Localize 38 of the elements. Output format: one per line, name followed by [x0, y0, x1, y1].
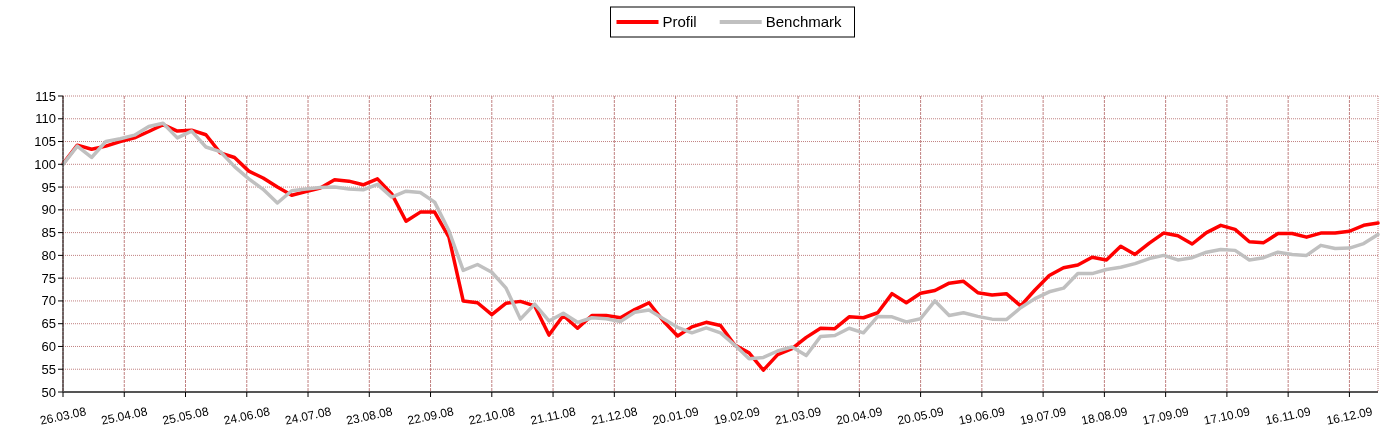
x-tick-label: 16.12.09	[1325, 404, 1375, 428]
y-tick-label: 60	[41, 339, 56, 355]
y-tick-label: 85	[41, 225, 56, 241]
x-tick-label: 20.04.09	[835, 404, 884, 428]
y-tick-label: 95	[41, 179, 56, 195]
y-tick-label: 115	[35, 88, 56, 104]
legend-label: Profil	[662, 13, 697, 31]
x-tick-label: 17.10.09	[1202, 404, 1252, 428]
y-tick-label: 100	[34, 156, 56, 172]
y-tick-label: 55	[41, 361, 56, 377]
x-tick-label: 19.07.09	[1018, 404, 1068, 428]
y-tick-label: 70	[41, 293, 56, 309]
y-tick-label: 80	[41, 247, 56, 263]
x-tick-label: 25.04.08	[99, 404, 149, 428]
y-tick-label: 110	[35, 111, 56, 127]
x-tick-label: 16.11.09	[1264, 404, 1313, 428]
y-tick-label: 90	[41, 202, 56, 218]
x-tick-label: 18.08.09	[1080, 404, 1129, 428]
y-tick-label: 50	[41, 384, 56, 400]
x-tick-label: 23.08.08	[344, 404, 394, 428]
x-tick-label: 21.12.08	[590, 404, 639, 428]
x-tick-label: 19.02.09	[712, 404, 762, 428]
x-tick-label: 21.03.09	[773, 404, 823, 428]
y-tick-label: 105	[34, 134, 56, 150]
x-tick-label: 20.01.09	[651, 404, 701, 428]
x-tick-label: 22.09.08	[406, 404, 456, 428]
x-tick-label: 26.03.08	[38, 404, 88, 428]
legend-label: Benchmark	[765, 13, 843, 31]
x-tick-label: 25.05.08	[161, 404, 211, 428]
x-tick-label: 24.06.08	[222, 404, 272, 428]
x-tick-label: 19.06.09	[957, 404, 1007, 428]
x-tick-label: 20.05.09	[896, 404, 946, 428]
x-tick-label: 17.09.09	[1141, 404, 1191, 428]
y-tick-label: 75	[41, 270, 56, 286]
x-tick-label: 21.11.08	[529, 404, 578, 428]
x-tick-label: 24.07.08	[283, 404, 333, 428]
y-tick-label: 65	[41, 316, 56, 332]
x-tick-label: 22.10.08	[467, 404, 517, 428]
